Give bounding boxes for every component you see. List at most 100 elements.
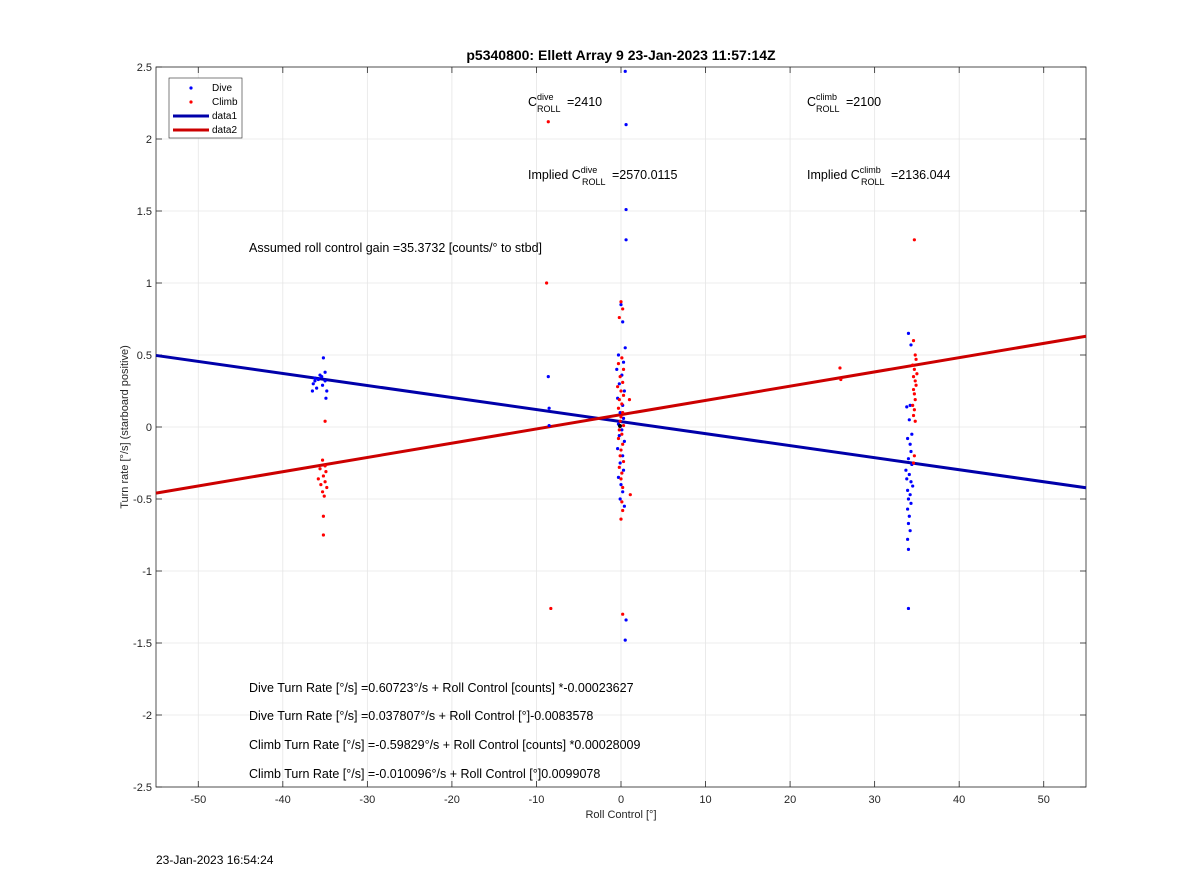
c-dive-sup: dive [537,92,554,102]
point-climb [839,377,843,382]
point-dive [906,537,910,541]
x-tick-label: 0 [618,794,624,806]
point-dive [323,370,327,374]
point-climb [913,353,917,357]
point-climb [621,411,625,415]
point-dive [320,383,325,387]
point-dive [908,493,912,497]
chart-title: p5340800: Ellett Array 9 23-Jan-2023 11:… [466,47,776,63]
point-climb [621,442,625,446]
point-climb [621,307,625,311]
point-dive [906,488,910,492]
point-dive [909,480,913,484]
point-climb [323,480,327,484]
data-points [310,69,919,642]
point-dive [621,454,625,458]
point-climb [323,419,327,423]
point-climb [911,339,916,343]
x-tick-label: 40 [953,794,965,806]
legend[interactable]: Dive Climb data1 data2 [168,77,243,139]
c-climb-sup: climb [816,92,837,102]
implied-dive-annotation: Implied Cdive ROLL =2570.0115 [528,165,678,187]
c-dive-sub: ROLL [537,104,561,114]
point-climb [324,470,328,474]
point-dive [906,457,911,461]
point-climb [621,612,625,616]
point-dive [907,472,911,477]
point-dive [313,376,317,380]
point-climb [320,490,325,494]
point-climb [617,398,621,402]
y-tick-label: 0.5 [137,350,152,362]
legend-data2-label: data2 [212,125,237,136]
point-dive [623,638,627,642]
point-climb [549,606,553,611]
implied-climb-value: =2136.044 [891,168,950,182]
point-climb [321,474,325,478]
point-dive [622,439,626,443]
point-climb [618,454,622,458]
implied-dive-sup: dive [581,165,598,175]
x-tick-label: -30 [359,794,375,806]
y-tick-label: 1 [146,278,152,290]
fit-line-data2 [155,334,1087,495]
point-climb [621,393,626,397]
point-dive [615,367,619,371]
point-climb [617,428,621,432]
point-climb [619,415,623,419]
point-climb [838,366,842,370]
point-climb [914,357,918,361]
legend-climb-marker [189,100,193,104]
point-climb [620,402,624,406]
x-tick-label: -50 [190,794,206,806]
point-dive [546,375,550,379]
point-climb [616,385,620,389]
point-climb [911,461,916,465]
point-climb [628,493,632,497]
y-tick-label: -1.5 [133,638,152,650]
implied-climb-sup: climb [860,165,881,175]
point-climb [914,383,918,387]
point-climb [911,363,915,367]
point-climb [322,494,326,498]
point-dive [622,389,626,393]
point-dive [906,521,911,526]
point-dive [623,69,627,73]
point-climb [321,533,325,537]
point-climb [320,458,325,462]
y-axis-label: Turn rate [°/s] (starboard positive) [119,345,131,509]
point-climb [911,375,916,379]
point-dive [904,468,908,472]
point-climb [621,485,625,490]
x-tick-labels: -50 -40 -30 -20 -10 0 10 20 30 40 50 [190,67,1050,806]
point-dive [906,497,911,501]
legend-data1-label: data1 [212,111,237,122]
point-climb [617,465,621,469]
y-tick-label: -1 [142,566,152,578]
y-tick-label: 0 [146,422,152,434]
point-climb [620,500,624,504]
c-climb-base: C [807,95,816,109]
point-climb [619,300,623,304]
legend-climb-label: Climb [212,97,238,108]
point-dive [313,379,317,383]
point-climb [616,436,621,441]
point-dive [621,490,625,494]
point-dive [621,468,626,472]
point-dive [908,403,912,407]
point-dive [311,382,315,386]
point-climb [912,408,916,412]
c-climb-sub: ROLL [816,104,840,114]
point-climb [913,398,917,402]
point-climb [616,406,621,410]
point-dive [905,405,909,409]
origin-marker [618,424,622,428]
point-dive [905,477,909,481]
implied-climb-pre: Implied C [807,168,860,182]
point-climb [913,419,917,423]
point-dive [909,449,913,454]
point-climb [321,514,325,518]
point-climb [318,467,322,471]
point-climb [621,423,626,428]
